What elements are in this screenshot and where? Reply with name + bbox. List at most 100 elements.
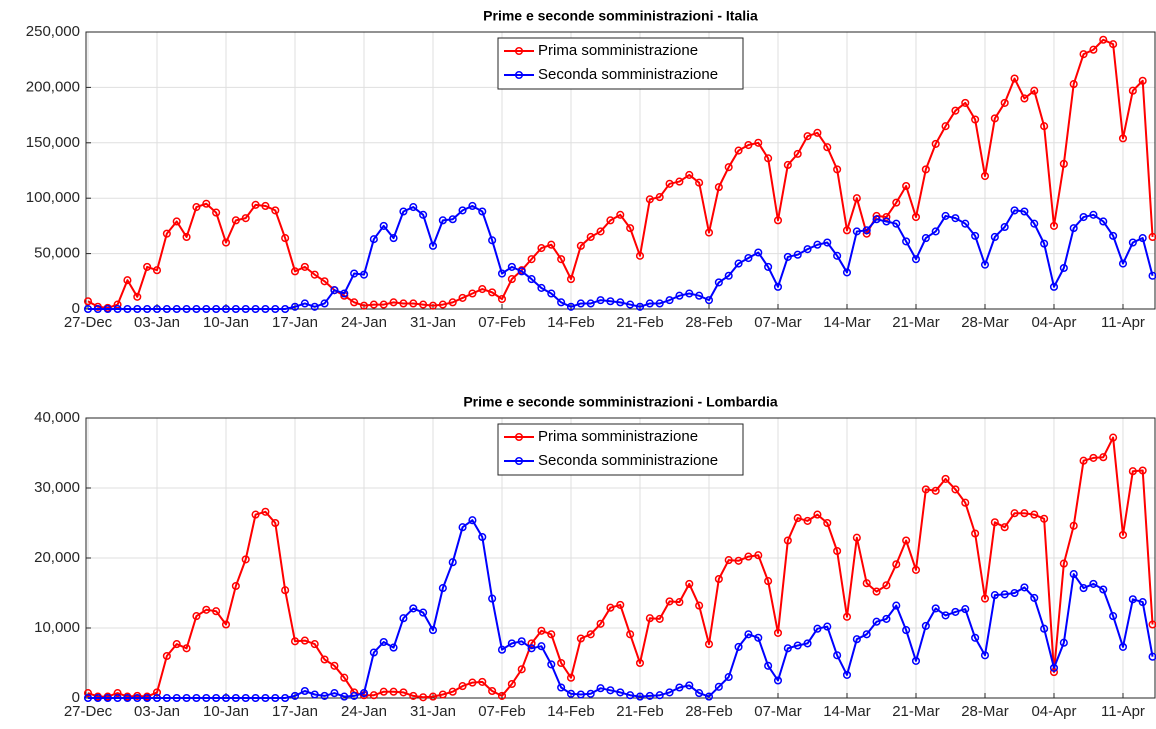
data-point bbox=[359, 270, 369, 279]
x-tick-label: 11-Apr bbox=[1101, 314, 1145, 331]
data-point bbox=[1079, 212, 1088, 222]
data-point bbox=[1069, 570, 1078, 579]
legend-marker bbox=[514, 456, 524, 466]
data-point bbox=[458, 206, 467, 215]
data-point bbox=[221, 693, 231, 703]
x-tick-label: 03-Jan bbox=[134, 314, 180, 331]
data-point bbox=[438, 584, 447, 593]
data-point bbox=[576, 634, 585, 643]
data-point bbox=[1138, 234, 1147, 243]
data-point bbox=[310, 690, 319, 699]
data-point bbox=[1010, 206, 1019, 215]
data-point bbox=[626, 630, 635, 639]
y-tick-label: 0 bbox=[72, 300, 80, 317]
data-point bbox=[744, 140, 753, 150]
x-tick-label: 07-Mar bbox=[754, 314, 802, 331]
data-point bbox=[547, 630, 556, 639]
data-point bbox=[813, 624, 822, 633]
data-point bbox=[389, 687, 398, 696]
data-point bbox=[685, 289, 694, 298]
data-point bbox=[271, 206, 280, 215]
data-point bbox=[221, 238, 231, 247]
data-point bbox=[852, 635, 861, 644]
data-point bbox=[212, 693, 221, 703]
data-point bbox=[1049, 221, 1059, 230]
data-point bbox=[635, 251, 645, 260]
data-point bbox=[754, 138, 763, 147]
data-point bbox=[428, 692, 438, 701]
y-tick-label: 10,000 bbox=[34, 619, 80, 636]
data-point bbox=[793, 641, 802, 650]
data-point bbox=[704, 692, 714, 701]
x-tick-label: 14-Feb bbox=[547, 703, 595, 720]
data-point bbox=[547, 660, 556, 669]
data-point bbox=[488, 288, 497, 297]
series-line bbox=[87, 436, 1154, 699]
data-point bbox=[202, 304, 211, 314]
data-point bbox=[488, 686, 497, 696]
data-point bbox=[1138, 76, 1147, 85]
legend-label: Seconda somministrazione bbox=[538, 66, 718, 83]
data-point bbox=[1010, 74, 1019, 83]
x-tick-label: 21-Feb bbox=[616, 314, 664, 331]
data-point bbox=[320, 691, 329, 700]
data-point bbox=[320, 277, 329, 286]
data-point bbox=[192, 304, 201, 314]
data-point bbox=[409, 691, 418, 700]
data-point bbox=[1089, 45, 1098, 54]
data-point bbox=[1109, 231, 1118, 240]
data-point bbox=[852, 227, 861, 236]
data-point bbox=[93, 304, 102, 314]
x-tick-label: 10-Jan bbox=[203, 314, 249, 331]
data-point bbox=[251, 200, 260, 209]
chart-title: Prime e seconde somministrazioni - Itali… bbox=[483, 8, 758, 24]
data-point bbox=[547, 289, 556, 298]
data-point bbox=[961, 498, 970, 507]
data-point bbox=[123, 693, 132, 703]
data-point bbox=[566, 275, 576, 284]
data-point bbox=[458, 682, 467, 691]
data-point bbox=[300, 686, 309, 696]
data-point bbox=[586, 689, 595, 698]
data-point bbox=[1020, 94, 1029, 103]
data-point bbox=[1040, 122, 1049, 131]
data-point bbox=[813, 128, 822, 137]
data-point bbox=[300, 262, 309, 271]
data-point bbox=[389, 298, 398, 307]
data-point bbox=[1059, 559, 1068, 568]
data-point bbox=[340, 692, 349, 701]
data-point bbox=[833, 546, 842, 556]
axes-box bbox=[85, 417, 1156, 699]
data-point bbox=[1069, 521, 1078, 530]
data-point bbox=[290, 267, 300, 276]
data-point bbox=[379, 637, 388, 647]
data-point bbox=[537, 642, 546, 651]
data-point bbox=[182, 304, 191, 314]
data-point bbox=[911, 212, 921, 222]
data-point bbox=[971, 529, 980, 538]
data-point bbox=[685, 579, 694, 588]
data-point bbox=[271, 518, 280, 528]
data-point bbox=[468, 201, 477, 211]
data-point bbox=[152, 688, 162, 697]
y-tick-label: 100,000 bbox=[26, 189, 80, 206]
data-point bbox=[823, 143, 832, 152]
data-point bbox=[921, 234, 930, 243]
data-point bbox=[576, 299, 585, 308]
data-point bbox=[616, 298, 625, 307]
data-point bbox=[517, 637, 526, 646]
data-point bbox=[231, 693, 240, 703]
x-tick-label: 03-Jan bbox=[134, 703, 180, 720]
data-point bbox=[1030, 510, 1039, 519]
data-point bbox=[359, 301, 369, 310]
data-point bbox=[192, 693, 201, 703]
x-tick-label: 17-Jan bbox=[272, 703, 318, 720]
data-point bbox=[902, 536, 911, 545]
data-point bbox=[83, 689, 93, 698]
data-point bbox=[557, 298, 566, 307]
data-point bbox=[724, 163, 733, 172]
data-point bbox=[527, 639, 536, 648]
legend-label: Prima somministrazione bbox=[538, 428, 698, 445]
data-point bbox=[882, 217, 891, 226]
data-point bbox=[202, 693, 211, 703]
